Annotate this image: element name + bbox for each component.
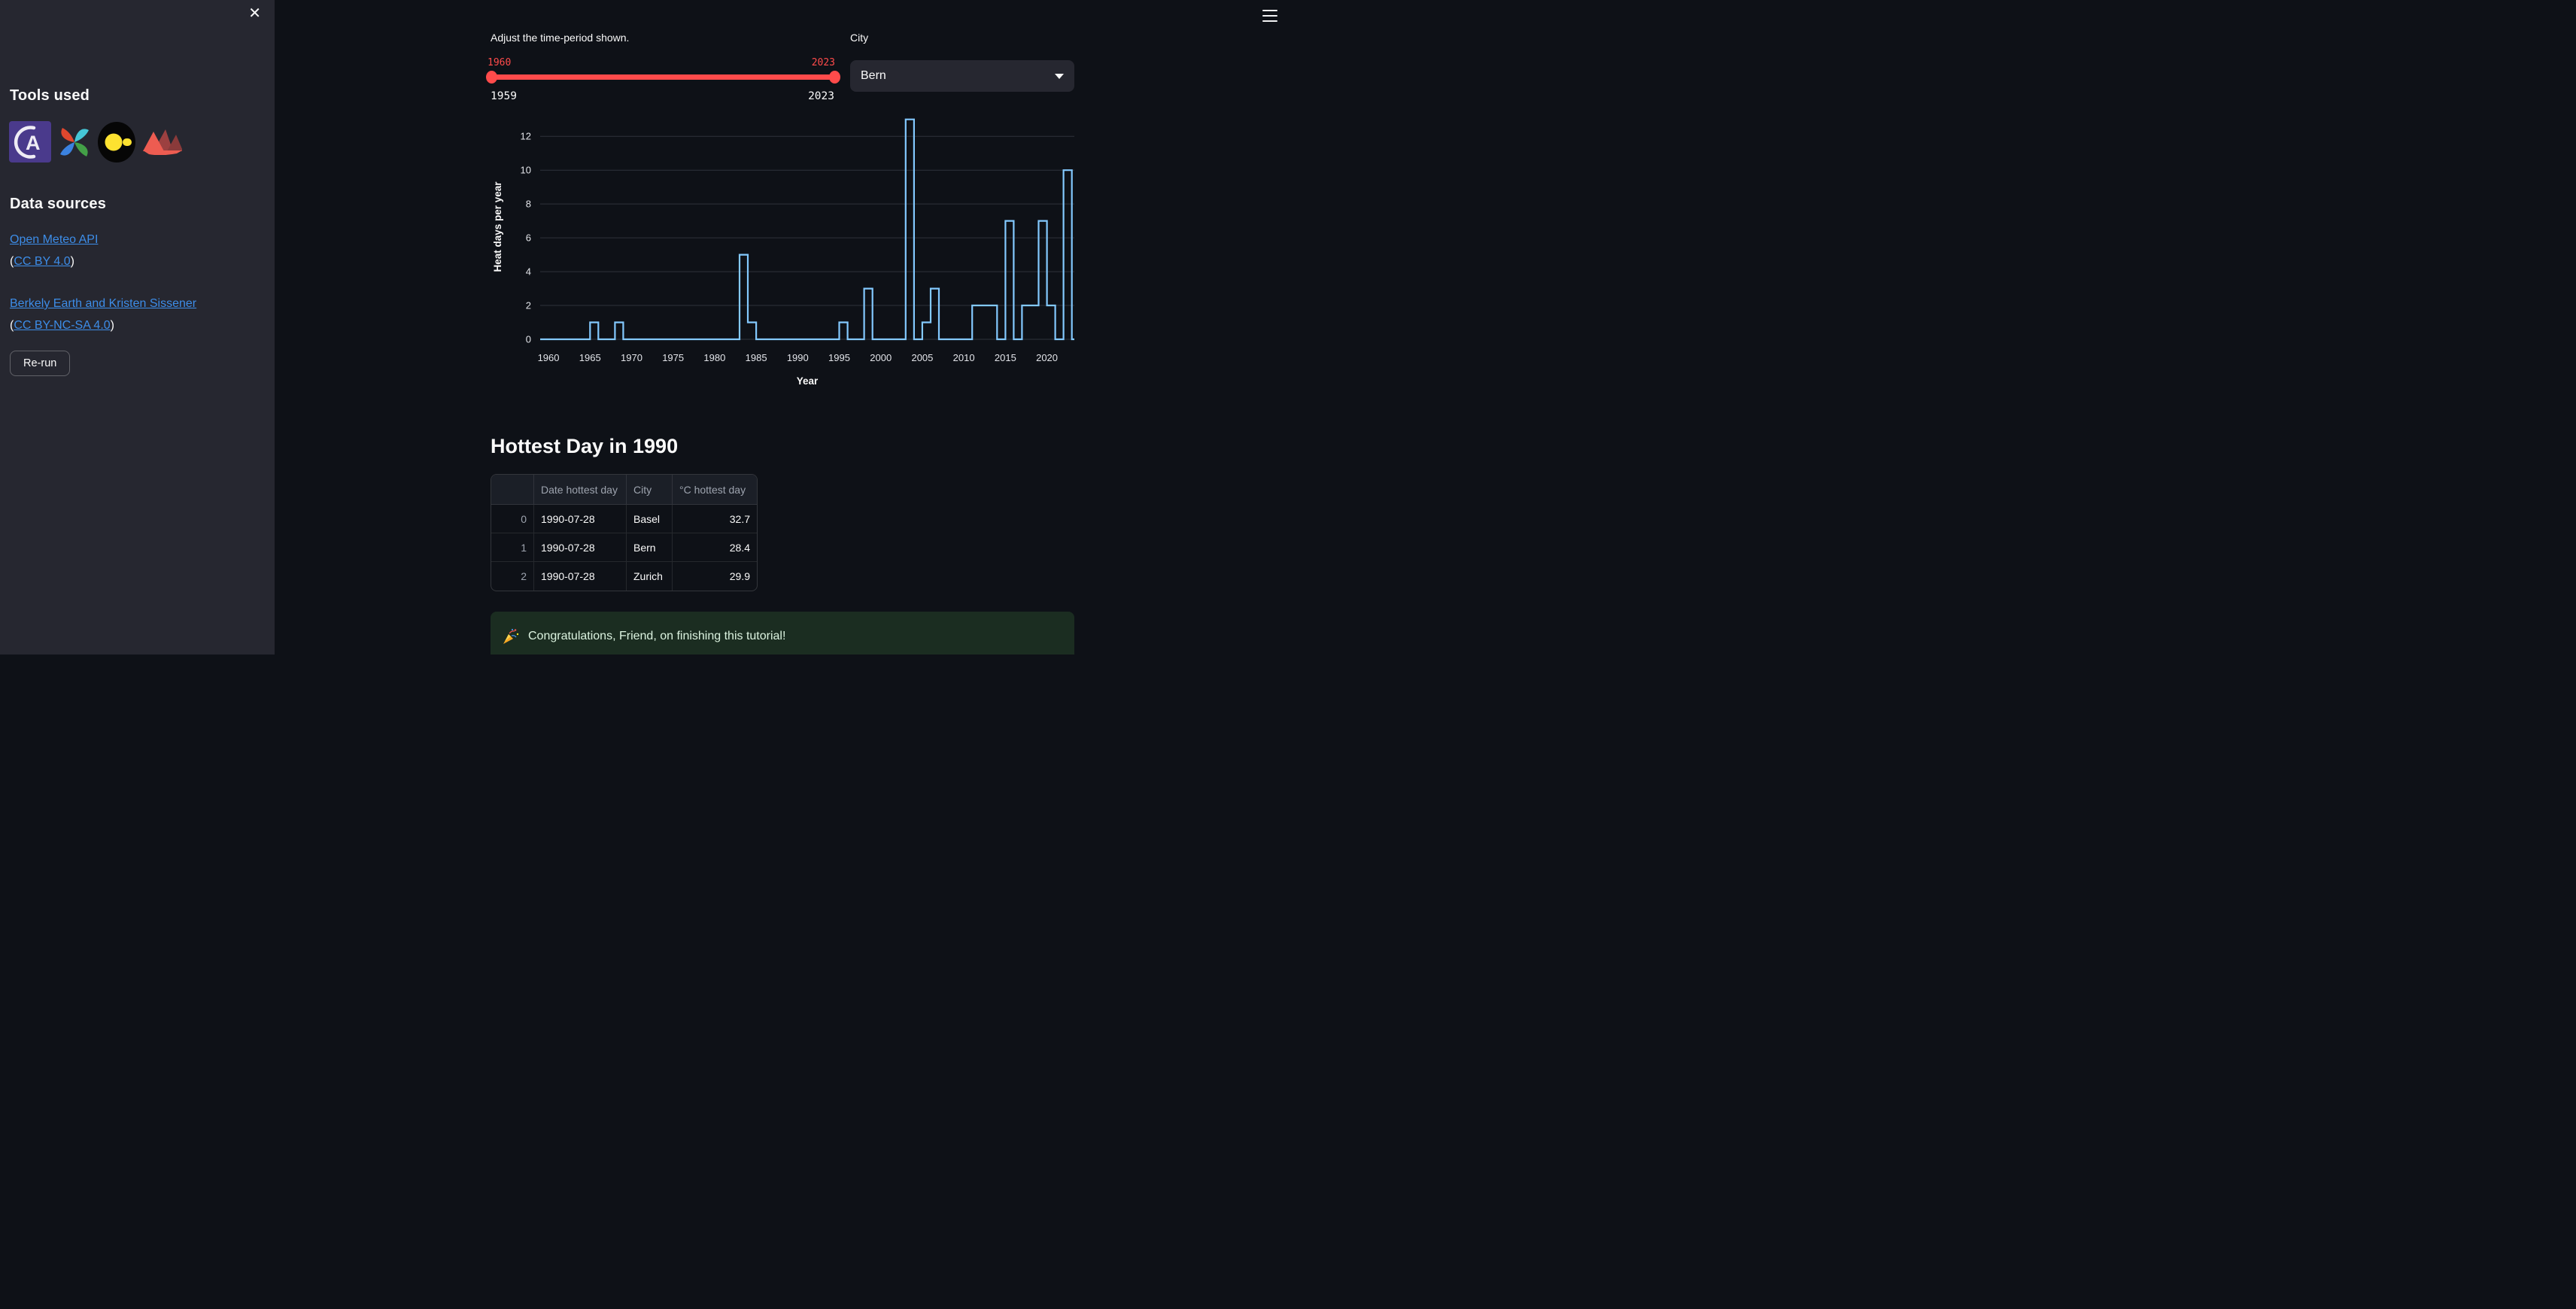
table-header-cell	[491, 475, 534, 505]
svg-text:Heat days per year: Heat days per year	[492, 181, 503, 272]
license-paren-close: )	[70, 255, 74, 268]
license-paren-open: (	[10, 255, 14, 268]
svg-text:Year: Year	[797, 375, 819, 387]
rerun-button[interactable]: Re-run	[10, 351, 71, 376]
party-popper-icon	[503, 628, 519, 648]
svg-text:1985: 1985	[746, 352, 767, 363]
table-header-cell: °C hottest day	[673, 475, 757, 505]
svg-text:1975: 1975	[662, 352, 684, 363]
slider-min-label: 1959	[491, 90, 517, 102]
license-cc-by: (CC BY 4.0)	[10, 254, 74, 270]
svg-text:10: 10	[521, 165, 531, 176]
tools-used-heading: Tools used	[10, 87, 90, 104]
arc-a-logo-icon: A	[9, 121, 51, 162]
table-row: 0 1990-07-28 Basel 32.7	[491, 505, 757, 533]
hottest-day-dataframe: Date hottest day City °C hottest day 0 1990-…	[491, 474, 758, 591]
table-cell: 1990-07-28	[534, 505, 627, 533]
table-header-cell: City	[627, 475, 673, 505]
table-cell: 1990-07-28	[534, 562, 627, 591]
table-cell: Zurich	[627, 562, 673, 591]
heat-days-chart: 0 2 4 6 8 10 12 1960 1965 1970 1975 1980 1985 1990 199…	[491, 113, 1074, 393]
license-paren-open: (	[10, 319, 14, 332]
slider-value-low: 1960	[488, 57, 512, 68]
cc-by-nc-sa-link[interactable]: CC BY-NC-SA 4.0	[14, 319, 111, 332]
table-cell: 1990-07-28	[534, 533, 627, 562]
table-cell: Basel	[627, 505, 673, 533]
svg-text:1970: 1970	[621, 352, 642, 363]
svg-text:4: 4	[526, 266, 531, 278]
svg-text:12: 12	[521, 131, 531, 142]
city-select-label: City	[850, 32, 869, 44]
table-section-title: Hottest Day in 1990	[491, 435, 679, 457]
svg-text:1965: 1965	[579, 352, 601, 363]
slider-max-label: 2023	[808, 90, 834, 102]
table-cell: 1	[491, 533, 534, 562]
slider-thumb-max[interactable]	[829, 71, 840, 84]
city-selected-value: Bern	[861, 69, 886, 82]
svg-text:2: 2	[526, 300, 531, 311]
table-header-row: Date hottest day City °C hottest day	[491, 475, 757, 505]
license-paren-close: )	[110, 319, 114, 332]
license-cc-by-nc-sa: (CC BY-NC-SA 4.0)	[10, 317, 114, 334]
slider-value-high: 2023	[811, 57, 835, 68]
source-link-open-meteo: Open Meteo API	[10, 232, 98, 248]
crown-logo-icon	[143, 129, 182, 155]
banner-text: Congratulations, Friend, on finishing th…	[528, 630, 786, 642]
svg-text:6: 6	[526, 232, 531, 244]
svg-text:2015: 2015	[995, 352, 1016, 363]
svg-text:1980: 1980	[703, 352, 725, 363]
success-banner: Congratulations, Friend, on finishing th…	[491, 612, 1074, 654]
svg-text:1960: 1960	[538, 352, 560, 363]
svg-text:2020: 2020	[1036, 352, 1058, 363]
table-row: 2 1990-07-28 Zurich 29.9	[491, 562, 757, 591]
svg-text:2000: 2000	[870, 352, 892, 363]
duck-logo-icon	[98, 121, 135, 162]
app-screen: ✕ Tools used A	[0, 0, 1288, 654]
cc-by-link[interactable]: CC BY 4.0	[14, 255, 71, 268]
slider-label: Adjust the time-period shown.	[491, 32, 630, 44]
svg-text:0: 0	[526, 334, 531, 345]
table-header-cell: Date hottest day	[534, 475, 627, 505]
svg-text:2010: 2010	[953, 352, 975, 363]
pinwheel-logo-icon	[59, 126, 90, 158]
table-cell: Bern	[627, 533, 673, 562]
source-link-berkely: Berkely Earth and Kristen Sissener	[10, 296, 196, 312]
city-selectbox[interactable]: Bern	[850, 60, 1074, 92]
table-cell: 32.7	[673, 505, 757, 533]
berkely-earth-link[interactable]: Berkely Earth and Kristen Sissener	[10, 297, 197, 310]
open-meteo-link[interactable]: Open Meteo API	[10, 233, 99, 246]
table-cell: 2	[491, 562, 534, 591]
year-range-slider-track[interactable]	[491, 74, 835, 80]
table-cell: 28.4	[673, 533, 757, 562]
svg-text:8: 8	[526, 199, 531, 210]
slider-current-values: 1960 2023	[488, 57, 835, 68]
data-sources-heading: Data sources	[10, 196, 107, 212]
slider-thumb-min[interactable]	[486, 71, 497, 84]
hamburger-menu-icon[interactable]	[1262, 10, 1277, 22]
table-row: 1 1990-07-28 Bern 28.4	[491, 533, 757, 562]
sidebar: ✕ Tools used A	[0, 0, 275, 654]
svg-text:1990: 1990	[787, 352, 809, 363]
svg-text:2005: 2005	[911, 352, 933, 363]
svg-text:A: A	[26, 132, 41, 154]
table-cell: 29.9	[729, 570, 750, 582]
tools-icon-row: A	[9, 120, 182, 163]
sidebar-close-button[interactable]: ✕	[248, 5, 261, 22]
chevron-down-icon	[1055, 73, 1064, 79]
table-cell: 0	[491, 505, 534, 533]
svg-text:1995: 1995	[828, 352, 850, 363]
slider-minmax-labels: 1959 2023	[491, 90, 834, 102]
